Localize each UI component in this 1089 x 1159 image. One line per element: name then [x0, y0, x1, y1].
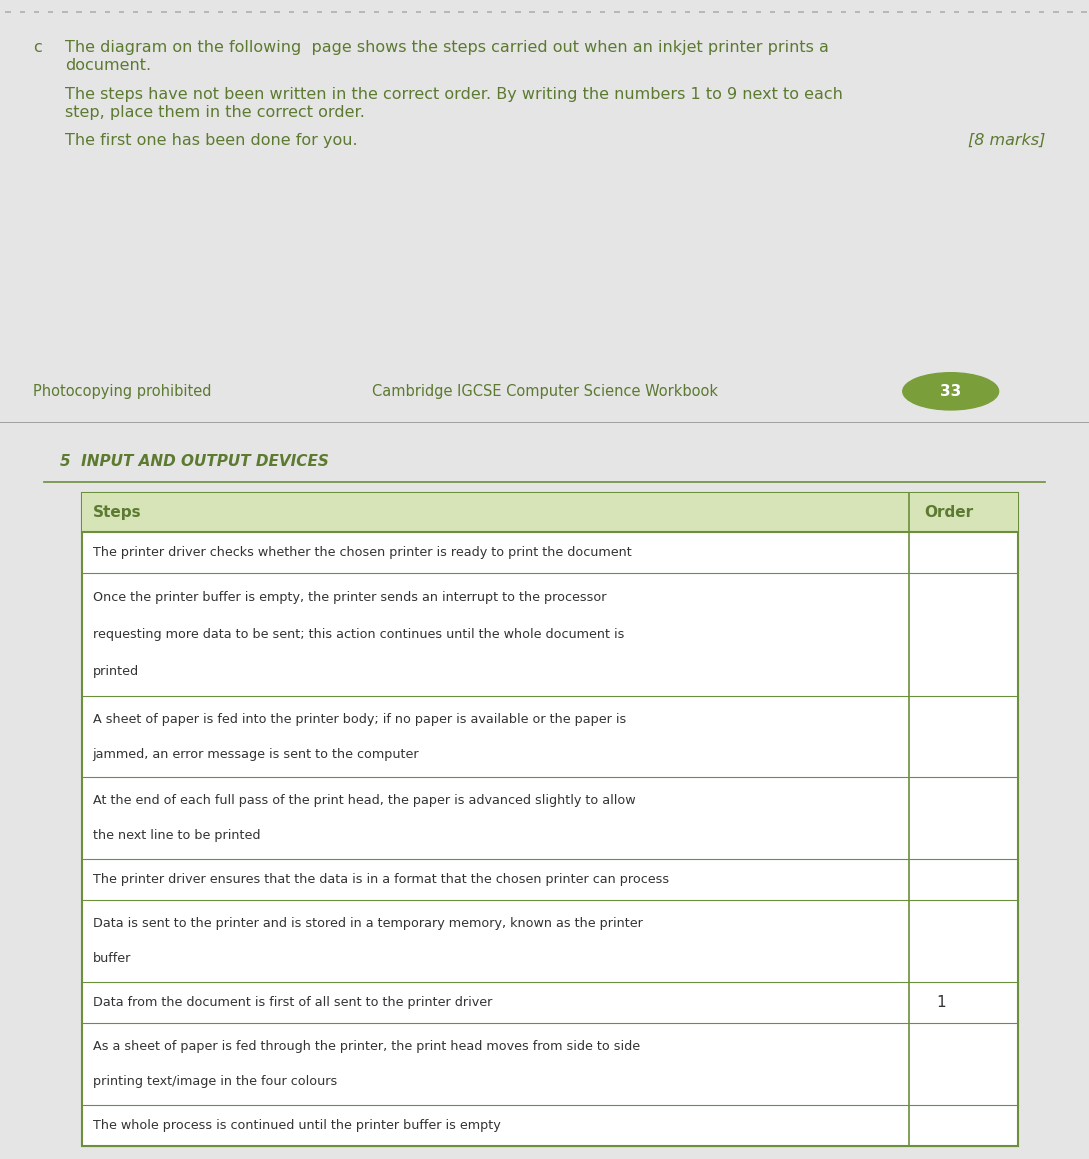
FancyBboxPatch shape — [82, 493, 1018, 532]
Text: the next line to be printed: the next line to be printed — [93, 830, 260, 843]
Text: Once the printer buffer is empty, the printer sends an interrupt to the processo: Once the printer buffer is empty, the pr… — [93, 591, 607, 604]
Text: The diagram on the following  page shows the steps carried out when an inkjet pr: The diagram on the following page shows … — [65, 41, 829, 56]
Text: The steps have not been written in the correct order. By writing the numbers 1 t: The steps have not been written in the c… — [65, 87, 843, 102]
Text: A sheet of paper is fed into the printer body; if no paper is available or the p: A sheet of paper is fed into the printer… — [93, 713, 626, 726]
Text: The printer driver ensures that the data is in a format that the chosen printer : The printer driver ensures that the data… — [93, 873, 669, 887]
Text: 5  INPUT AND OUTPUT DEVICES: 5 INPUT AND OUTPUT DEVICES — [60, 454, 329, 469]
Text: Photocopying prohibited: Photocopying prohibited — [33, 384, 211, 399]
Text: [8 marks]: [8 marks] — [968, 133, 1045, 148]
Text: Data from the document is first of all sent to the printer driver: Data from the document is first of all s… — [93, 996, 492, 1009]
Text: At the end of each full pass of the print head, the paper is advanced slightly t: At the end of each full pass of the prin… — [93, 794, 635, 808]
Text: step, place them in the correct order.: step, place them in the correct order. — [65, 105, 365, 119]
Text: Steps: Steps — [93, 505, 142, 520]
Text: 33: 33 — [940, 384, 962, 399]
Text: document.: document. — [65, 58, 151, 73]
Text: printing text/image in the four colours: printing text/image in the four colours — [93, 1074, 337, 1088]
Text: c: c — [33, 41, 41, 56]
Text: printed: printed — [93, 665, 138, 678]
Text: Order: Order — [925, 505, 974, 520]
Text: Cambridge IGCSE Computer Science Workbook: Cambridge IGCSE Computer Science Workboo… — [371, 384, 718, 399]
Text: buffer: buffer — [93, 953, 131, 965]
Text: jammed, an error message is sent to the computer: jammed, an error message is sent to the … — [93, 748, 419, 760]
Text: The whole process is continued until the printer buffer is empty: The whole process is continued until the… — [93, 1118, 500, 1132]
Text: The first one has been done for you.: The first one has been done for you. — [65, 133, 358, 148]
FancyBboxPatch shape — [82, 493, 1018, 1146]
Text: Data is sent to the printer and is stored in a temporary memory, known as the pr: Data is sent to the printer and is store… — [93, 917, 643, 931]
Circle shape — [903, 373, 999, 410]
Text: As a sheet of paper is fed through the printer, the print head moves from side t: As a sheet of paper is fed through the p… — [93, 1040, 639, 1052]
Text: requesting more data to be sent; this action continues until the whole document : requesting more data to be sent; this ac… — [93, 628, 624, 641]
Text: The printer driver checks whether the chosen printer is ready to print the docum: The printer driver checks whether the ch… — [93, 546, 632, 559]
Text: 1: 1 — [937, 996, 946, 1009]
